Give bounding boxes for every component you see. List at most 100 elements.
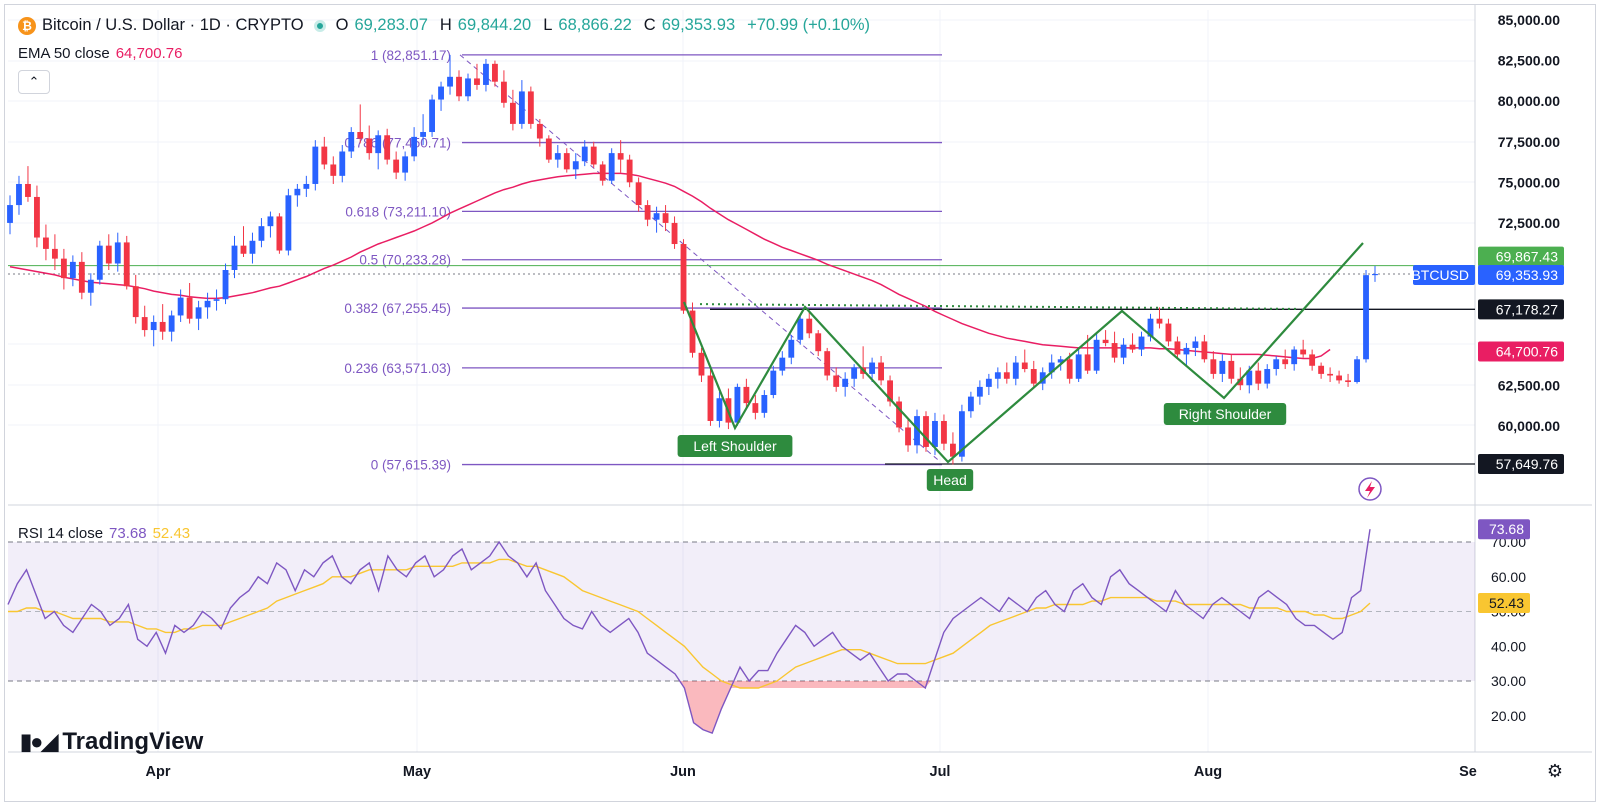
last-price-badge-text: 69,353.93 [1496, 267, 1558, 283]
candle-body [87, 279, 94, 293]
candle [914, 409, 920, 454]
candle [25, 166, 31, 202]
tradingview-logo[interactable]: ▮●◢ TradingView [20, 728, 203, 756]
candle [312, 140, 319, 191]
candle [34, 185, 40, 248]
change-value: +70.99 (+0.10%) [747, 16, 871, 34]
price-tick-label: 62,500.00 [1498, 377, 1560, 393]
rsi-legend[interactable]: RSI 14 close 73.68 52.43 [18, 525, 190, 542]
symbol-title[interactable]: Bitcoin / U.S. Dollar · 1D · CRYPTO [42, 16, 304, 34]
candle-body [572, 161, 579, 170]
candle [114, 232, 121, 272]
candle-body [1084, 354, 1091, 371]
candle [923, 411, 929, 452]
candle [967, 391, 974, 418]
candle [231, 235, 238, 279]
candle-body [788, 339, 795, 358]
high-value: 69,844.20 [457, 16, 532, 34]
candle [1219, 354, 1226, 383]
candle-body [734, 386, 741, 423]
fib-level-label: 0.236 (63,571.03) [344, 361, 451, 376]
candle-body [1030, 369, 1037, 384]
candle-body [294, 188, 301, 196]
candle-body [1138, 336, 1145, 350]
candle [213, 289, 220, 311]
price-badges: 69,867.43 69,353.93 BTCUSD 67,178.27 64,700.… [1358, 246, 1564, 614]
candle [267, 211, 274, 238]
candle-body [258, 226, 265, 241]
candle-body [114, 242, 121, 264]
rsi-badge-text: 73.68 [1489, 521, 1524, 537]
candle [896, 396, 902, 433]
candle [842, 372, 849, 397]
candle-body [770, 370, 777, 396]
candle [869, 357, 876, 383]
candle-body [1192, 341, 1199, 348]
candle-body [806, 318, 813, 334]
candle [294, 183, 301, 207]
candle-body [914, 416, 920, 446]
bitcoin-icon: ₿ [18, 16, 36, 35]
candle [563, 148, 570, 173]
candle [1363, 270, 1369, 363]
ema-legend[interactable]: EMA 50 close 64,700.76 [18, 45, 182, 62]
rsi-background [8, 541, 1475, 682]
candle-body [1165, 323, 1172, 342]
candle [1183, 343, 1190, 366]
candle [132, 274, 139, 324]
candle-body [1147, 318, 1154, 337]
low-level-badge-bg [1478, 454, 1564, 474]
candle [1264, 364, 1271, 389]
price-tick-label: 60,000.00 [1498, 418, 1560, 434]
candle-body [653, 213, 660, 220]
candle [195, 300, 202, 331]
candle [1273, 356, 1280, 376]
close-value: 69,353.93 [661, 16, 736, 34]
candle-body [985, 378, 992, 387]
candle [375, 130, 382, 170]
candle-body [303, 183, 310, 189]
neckline-badge-bg [1478, 299, 1564, 320]
candle-body [1237, 378, 1244, 386]
candle-body [159, 321, 166, 332]
candle-body [348, 132, 355, 152]
candle-body [1246, 370, 1253, 386]
candle [976, 380, 983, 405]
candle [393, 151, 400, 180]
rsi-tick-label: 30.00 [1491, 673, 1526, 689]
candle-body [815, 333, 822, 352]
candle-body [1003, 372, 1010, 379]
low-level-badge: 57,649.76 [1478, 454, 1564, 474]
candle [824, 347, 831, 381]
fib-level-label: 0 (57,615.39) [371, 458, 451, 473]
candle-body [833, 375, 840, 387]
ema-badge-text: 64,700.76 [1496, 344, 1558, 360]
candle [950, 432, 956, 465]
candle [635, 177, 642, 212]
time-tick-label: Se [1459, 764, 1477, 780]
symbol-badge: BTCUSD [1411, 264, 1475, 285]
candle [958, 404, 965, 462]
green-level-badge-bg [1478, 246, 1564, 267]
candle [644, 200, 651, 227]
candle [590, 141, 597, 168]
candle [1120, 338, 1127, 365]
collapse-legend-button[interactable]: ⌃ [18, 70, 50, 94]
candle [339, 145, 346, 183]
candle-body [438, 86, 444, 100]
candle-body [500, 81, 507, 103]
candle-body [698, 352, 705, 376]
settings-icon[interactable]: ⚙ [1546, 760, 1564, 781]
candle-body [276, 216, 283, 251]
price-tick-label: 85,000.00 [1498, 12, 1560, 28]
candle-body [339, 151, 346, 176]
candle [123, 235, 130, 290]
candle [1255, 362, 1262, 391]
candle [105, 234, 112, 271]
candle-body [375, 135, 382, 154]
candle [465, 73, 471, 102]
candle [1210, 351, 1217, 379]
chart-frame [4, 4, 1596, 802]
